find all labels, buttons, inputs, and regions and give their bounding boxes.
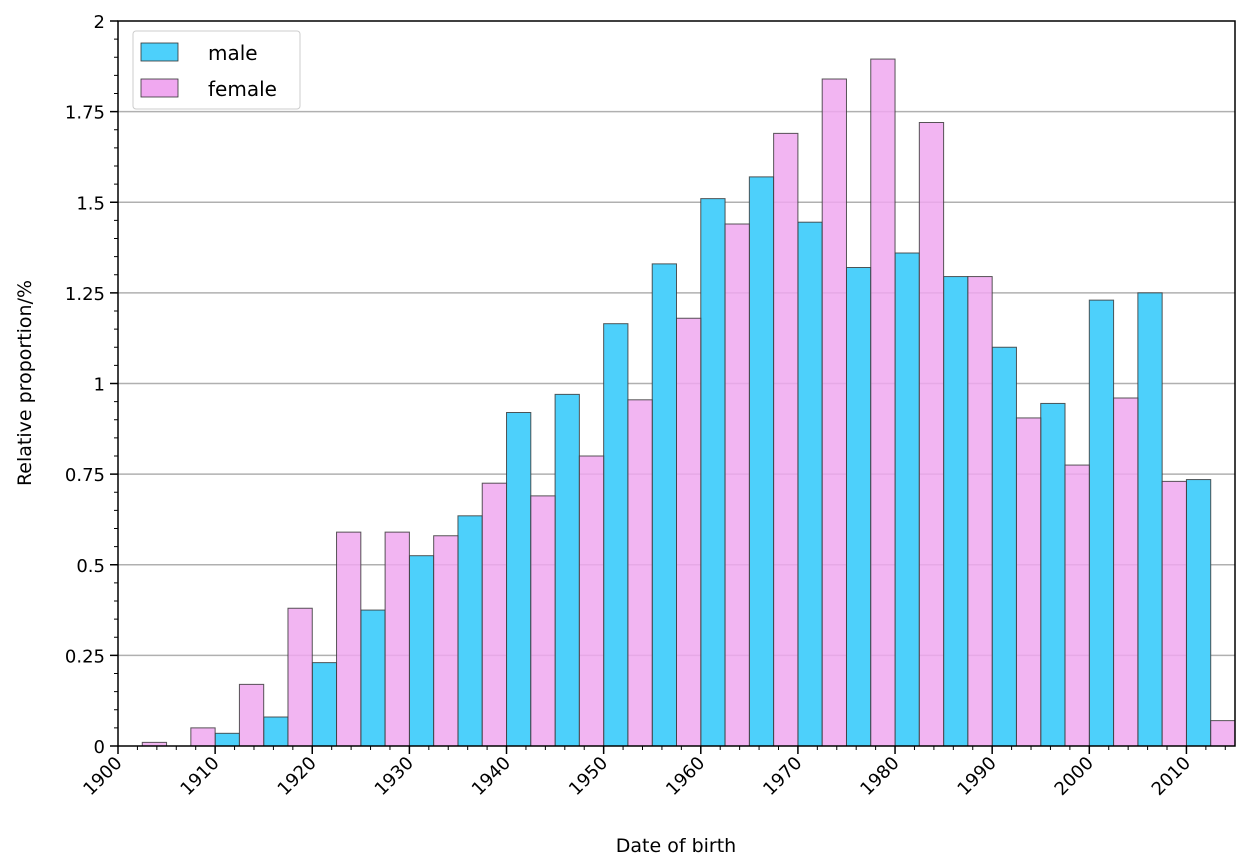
bar-female-1990 <box>1015 417 1042 747</box>
x-tick-label-1980: 1980 <box>856 753 903 800</box>
x-tick-label-2010: 2010 <box>1148 753 1195 800</box>
bar-male-1950 <box>603 323 629 747</box>
y-tick-label-2: 2 <box>94 12 105 33</box>
bar-female-1955 <box>676 317 702 747</box>
bar-female-1975 <box>870 58 896 747</box>
bar-female-2005 <box>1161 480 1187 747</box>
bars <box>141 58 1236 747</box>
bar-male-2005 <box>1137 292 1163 747</box>
x-tick-label-1930: 1930 <box>371 753 418 800</box>
bar-female-1985 <box>967 276 993 747</box>
y-axis-label: Relative proportion/% <box>14 280 36 486</box>
legend-label-male: male <box>208 41 258 65</box>
x-tick-label-2000: 2000 <box>1051 753 1098 800</box>
bar-male-1915 <box>263 716 289 747</box>
bar-male-1945 <box>554 393 580 747</box>
bar-female-1980 <box>918 122 945 747</box>
legend-swatch-female <box>140 78 179 98</box>
legend-label-female: female <box>208 77 277 101</box>
bar-female-1915 <box>287 607 313 747</box>
bar-female-1945 <box>578 455 605 747</box>
y-tick-label-1: 1 <box>94 375 105 396</box>
y-tick-label-1.75: 1.75 <box>65 103 105 124</box>
bar-male-1960 <box>700 198 726 747</box>
bar-female-1910 <box>238 683 265 747</box>
bar-male-1975 <box>845 267 872 747</box>
bar-female-1970 <box>821 78 847 747</box>
bar-female-1925 <box>384 531 410 747</box>
bar-male-1980 <box>894 252 920 747</box>
bar-female-1930 <box>433 535 459 747</box>
x-tick-label-1950: 1950 <box>565 753 612 800</box>
legend: male female <box>132 30 301 110</box>
bar-female-1905 <box>190 727 216 747</box>
bar-male-1970 <box>797 221 823 747</box>
bar-male-1910 <box>214 732 240 747</box>
x-tick-label-1920: 1920 <box>274 753 321 800</box>
bar-male-2000 <box>1088 299 1115 747</box>
bar-female-1920 <box>336 531 362 747</box>
x-tick-label-1900: 1900 <box>79 753 126 800</box>
y-tick-label-1.5: 1.5 <box>76 193 105 214</box>
bar-male-2010 <box>1185 479 1212 747</box>
legend-swatch-male <box>140 42 179 62</box>
bar-male-1985 <box>943 276 969 747</box>
x-tick-label-1940: 1940 <box>468 753 515 800</box>
bar-female-1965 <box>773 132 799 747</box>
bar-female-1940 <box>530 495 556 747</box>
x-tick-label-1990: 1990 <box>953 753 1000 800</box>
x-tick-label-1910: 1910 <box>176 753 223 800</box>
bar-female-1960 <box>724 223 750 747</box>
bar-female-1935 <box>481 482 508 747</box>
bar-female-2010 <box>1210 720 1236 747</box>
bar-male-1990 <box>991 346 1017 747</box>
bar-female-2000 <box>1113 397 1139 747</box>
y-tick-label-0.5: 0.5 <box>76 556 105 577</box>
x-axis-label: Date of birth <box>616 835 736 857</box>
y-tick-label-0: 0 <box>94 737 105 758</box>
bar-male-1955 <box>651 263 678 747</box>
bar-female-1950 <box>627 399 653 747</box>
bar-male-1935 <box>457 515 483 747</box>
bar-male-1920 <box>311 662 338 747</box>
y-tick-label-1.25: 1.25 <box>65 284 105 305</box>
x-tick-label-1970: 1970 <box>759 753 806 800</box>
bar-male-1925 <box>360 609 386 747</box>
x-tick-label-1960: 1960 <box>662 753 709 800</box>
bar-female-1995 <box>1064 464 1090 747</box>
bar-male-1965 <box>748 176 775 747</box>
bar-male-1940 <box>506 412 532 747</box>
y-tick-label-0.25: 0.25 <box>65 646 105 667</box>
bar-male-1930 <box>408 555 435 747</box>
bar-male-1995 <box>1040 402 1066 747</box>
y-tick-label-0.75: 0.75 <box>65 465 105 486</box>
